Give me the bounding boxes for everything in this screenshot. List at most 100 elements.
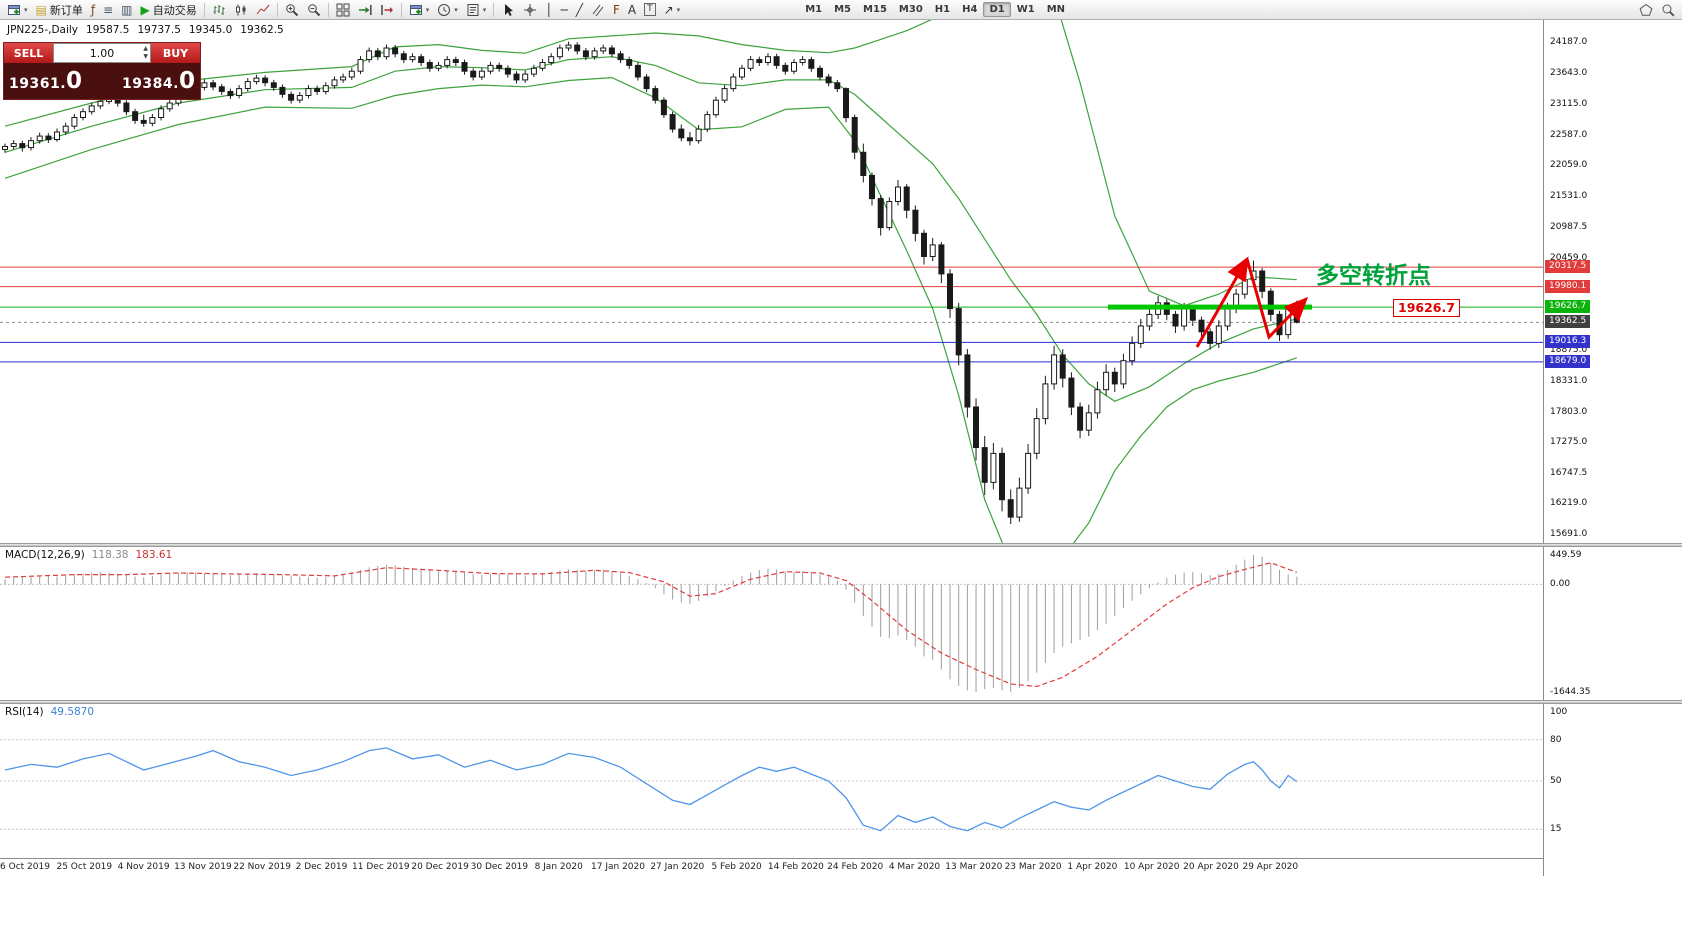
fibonacci-icon[interactable]: F	[609, 0, 624, 19]
candlestick-chart	[0, 20, 1543, 543]
price-axis-label: 20987.5	[1550, 222, 1588, 232]
rsi-label: RSI(14)	[5, 706, 44, 718]
date-label: 30 Dec 2019	[470, 862, 529, 872]
text-label-icon[interactable]: T	[640, 0, 660, 19]
date-label: 22 Nov 2019	[233, 862, 292, 872]
toolbar-separator	[327, 2, 329, 17]
market-depth-icon[interactable]: ≡	[99, 0, 117, 19]
date-label: 4 Mar 2020	[888, 862, 941, 872]
timeframe-W1[interactable]: W1	[1016, 4, 1035, 15]
magnifier-icon[interactable]	[1657, 0, 1679, 19]
line-chart-icon[interactable]	[252, 0, 274, 19]
rsi-value: 49.5870	[50, 706, 95, 718]
rsi-axis-label: 50	[1550, 776, 1562, 786]
panel-splitter[interactable]	[0, 700, 1682, 704]
toolbar-separator	[203, 2, 205, 17]
bar-chart-icon[interactable]	[208, 0, 230, 19]
auto-scroll-icon[interactable]	[354, 0, 376, 19]
crosshair-icon[interactable]	[519, 0, 541, 19]
toolbar-separator	[400, 2, 402, 17]
bar-chart-icon	[213, 4, 225, 15]
timeframe-H1[interactable]: H1	[934, 4, 951, 15]
zoom-in-icon	[285, 3, 298, 16]
toolbar: ▾ ▤ 新订单 ƒ ≡ ▥ ▶ 自动交易 ▾ ▾ ▾ │ ─ ╱ F A T ↗ ▾ M1 M5 M15 M30 H1 H4 D1…	[0, 0, 1682, 20]
horizontal-line-icon[interactable]: ─	[557, 0, 572, 19]
price-axis-label: 23643.0	[1550, 68, 1588, 78]
macd-axis-label: 0.00	[1550, 579, 1571, 589]
data-window-icon[interactable]: ▥	[117, 0, 136, 19]
chevron-down-icon: ▾	[482, 5, 487, 14]
fibonacci-icon: F	[612, 2, 620, 17]
price-axis-label: 18875.0	[1550, 345, 1588, 355]
macd-axis-label: -1644.35	[1550, 687, 1591, 697]
expert-advisors-icon[interactable]: ƒ	[87, 0, 99, 19]
timeframe-M1[interactable]: M1	[805, 4, 823, 15]
template-icon	[467, 3, 479, 16]
text-label-icon: T	[644, 3, 656, 16]
date-label: 20 Apr 2020	[1183, 862, 1239, 872]
rsi-chart	[0, 739, 1543, 832]
channel-icon[interactable]	[587, 0, 609, 19]
line-chart-icon	[256, 4, 270, 14]
bottom-strip	[0, 876, 1682, 948]
timeframe-H4[interactable]: H4	[962, 4, 978, 15]
sell-button[interactable]: SELL	[4, 43, 53, 63]
macd-axis-label: 449.59	[1550, 550, 1582, 560]
ohlc-high: 19737.5	[137, 24, 181, 36]
timeframe-M30[interactable]: M30	[898, 4, 923, 15]
date-label: 20 Dec 2019	[411, 862, 469, 872]
cursor-icon[interactable]	[497, 0, 519, 19]
new-chart-icon[interactable]: ▾	[3, 0, 32, 19]
macd-panel[interactable]: MACD(12,26,9) 118.38 183.61	[0, 547, 1543, 700]
stepper-down-icon[interactable]: ▼	[143, 52, 148, 60]
price-axis-label: 23115.0	[1550, 99, 1588, 109]
period-selector-icon[interactable]: ▾	[433, 0, 462, 19]
auto-trading-button: ▶	[140, 2, 150, 17]
new-order-button[interactable]: ▤ 新订单	[32, 0, 87, 19]
main-chart[interactable]: JPN225-,Daily 19587.5 19737.5 19345.0 19…	[0, 20, 1543, 543]
panel-splitter[interactable]	[0, 543, 1682, 547]
shapes-icon	[1639, 3, 1653, 16]
buy-button[interactable]: BUY	[151, 43, 200, 63]
tile-windows-icon[interactable]	[332, 0, 354, 19]
rsi-panel[interactable]: RSI(14) 49.5870	[0, 704, 1543, 858]
chart-shift-icon[interactable]	[376, 0, 398, 19]
new-window-icon	[409, 4, 422, 15]
rsi-header: RSI(14) 49.5870	[5, 706, 94, 718]
arrows-icon[interactable]: ↗ ▾	[660, 0, 685, 19]
price-badge-19626.7: 19626.7	[1545, 300, 1591, 313]
template-icon[interactable]: ▾	[462, 0, 491, 19]
date-label: 8 Jan 2020	[534, 862, 583, 872]
trendline-icon[interactable]: ╱	[572, 0, 587, 19]
period-selector-icon	[438, 3, 451, 16]
buy-price[interactable]: 19384. 0	[121, 68, 195, 94]
time-axis[interactable]: 6 Oct 2019 25 Oct 2019 4 Nov 2019 13 Nov 20…	[0, 858, 1543, 876]
text-icon[interactable]: A	[624, 0, 640, 19]
candlestick-chart-icon[interactable]	[230, 0, 252, 19]
ohlc-low: 19345.0	[188, 24, 233, 36]
stepper-up-icon[interactable]: ▲	[143, 45, 148, 52]
timeframe-D1[interactable]: D1	[983, 2, 1011, 17]
ohlc-close: 19362.5	[240, 24, 284, 36]
price-axis-label: 18331.0	[1550, 376, 1588, 386]
macd-main-value: 118.38	[91, 549, 129, 561]
auto-trading-button[interactable]: ▶ 自动交易	[137, 0, 201, 19]
zoom-in-icon[interactable]	[281, 0, 303, 19]
new-window-icon[interactable]: ▾	[405, 0, 434, 19]
sell-price[interactable]: 19361. 0	[9, 68, 83, 94]
timeframe-M15[interactable]: M15	[863, 4, 887, 15]
date-label: 14 Feb 2020	[767, 862, 824, 872]
chevron-down-icon: ▾	[24, 5, 28, 14]
zoom-out-icon[interactable]	[303, 0, 325, 19]
shapes-icon[interactable]	[1635, 0, 1657, 19]
price-axis-label: 20459.0	[1550, 253, 1588, 263]
price-axis-label: 17803.0	[1550, 407, 1588, 417]
rsi-axis-label: 80	[1550, 735, 1562, 745]
volume-input[interactable]: 1.00 ▲ ▼	[53, 43, 151, 63]
timeframe-MN[interactable]: MN	[1046, 4, 1066, 15]
price-axis[interactable]: 24187.0 23643.0 23115.0 22587.0 22059.0 21531…	[1543, 20, 1682, 876]
timeframe-M5[interactable]: M5	[834, 4, 852, 15]
price-callout-label: 19626.7	[1393, 299, 1460, 317]
vertical-line-icon[interactable]: │	[541, 0, 556, 19]
volume-stepper[interactable]: ▲ ▼	[143, 45, 148, 61]
